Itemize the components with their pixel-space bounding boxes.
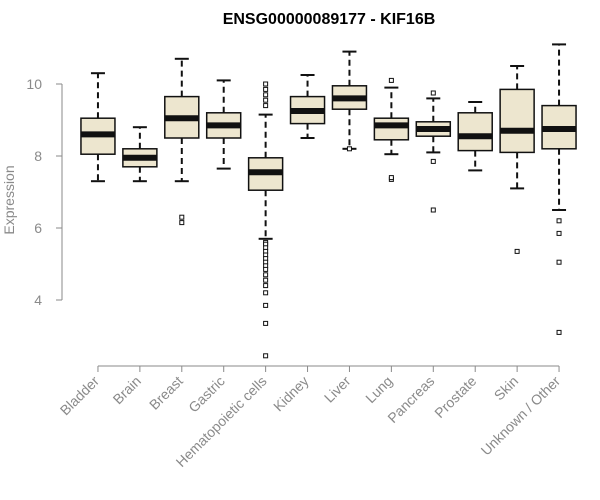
box-group <box>164 57 200 226</box>
outlier-point <box>388 77 394 83</box>
iqr-box <box>373 117 410 141</box>
outlier-point <box>556 329 562 335</box>
outlier-point <box>514 248 520 254</box>
outlier-point <box>430 207 436 213</box>
iqr-box <box>457 112 493 152</box>
y-tick-label: 10 <box>26 76 42 92</box>
y-tick-label: 6 <box>34 220 42 236</box>
plot-area <box>80 43 577 359</box>
outlier-point <box>263 92 269 98</box>
outlier-point <box>179 214 185 220</box>
y-axis-label: Expression <box>1 165 17 234</box>
x-tick-label: Liver <box>321 373 354 406</box>
outlier-point <box>556 218 562 224</box>
outlier-point <box>430 158 436 164</box>
box-group <box>499 65 535 254</box>
box-group <box>247 81 284 359</box>
outlier-point <box>263 320 269 326</box>
box-group <box>415 90 452 213</box>
outlier-point <box>263 290 269 296</box>
outlier-point <box>263 86 269 92</box>
outlier-point <box>179 220 185 226</box>
outlier-point <box>263 81 269 87</box>
box-group <box>80 72 116 183</box>
y-tick-label: 4 <box>34 292 42 308</box>
box-group <box>541 43 577 335</box>
outlier-point <box>263 353 269 359</box>
x-tick-label: Bladder <box>57 373 103 419</box>
x-tick-label: Pancreas <box>384 373 437 426</box>
outlier-point <box>263 283 269 289</box>
x-tick-label: Brain <box>110 373 144 407</box>
outlier-point <box>263 302 269 308</box>
x-tick-label: Prostate <box>431 373 479 421</box>
box-group <box>122 126 158 183</box>
chart-title: ENSG00000089177 - KIF16B <box>223 11 436 28</box>
outlier-point <box>263 266 269 272</box>
x-tick-label: Breast <box>146 373 186 413</box>
box-group <box>289 74 326 139</box>
outlier-point <box>263 272 269 278</box>
outlier-point <box>263 97 269 103</box>
outlier-point <box>556 230 562 236</box>
iqr-box <box>499 88 535 154</box>
outlier-point <box>263 277 269 283</box>
x-tick-label: Unknown / Other <box>478 373 564 459</box>
y-tick-label: 8 <box>34 148 42 164</box>
outlier-point <box>263 103 269 109</box>
outlier-point <box>556 259 562 265</box>
box-group <box>205 79 242 170</box>
box-group <box>373 77 410 182</box>
outlier-point <box>388 175 394 181</box>
box-group <box>331 50 368 152</box>
x-tick-label: Kidney <box>270 373 312 415</box>
outlier-point <box>430 90 436 96</box>
box-group <box>457 101 493 172</box>
outlier-point <box>346 146 352 152</box>
x-tick-label: Skin <box>491 373 522 404</box>
x-tick-label: Lung <box>362 373 395 406</box>
y-axis: 4 6 8 10 <box>26 76 63 308</box>
